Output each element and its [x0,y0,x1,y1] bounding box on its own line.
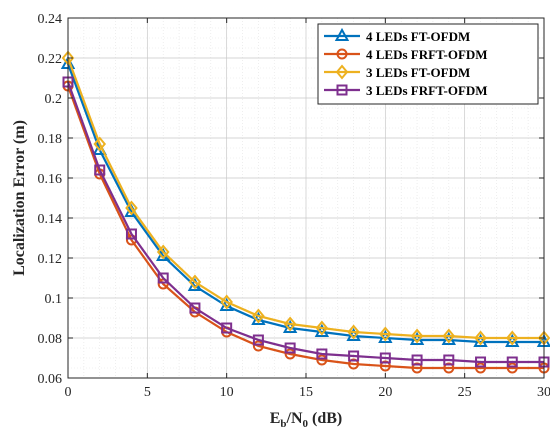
data-point [252,308,265,324]
data-point [506,356,518,368]
data-point [475,356,487,368]
series-3-leds-ft-ofdm [61,50,550,346]
x-tick-label: 10 [220,385,234,400]
legend-marker [336,84,348,96]
legend-label: 4 LEDs FT-OFDM [366,29,470,44]
data-point [125,200,138,216]
legend-marker [335,64,349,80]
series-line [66,57,544,340]
legend-item: 4 LEDs FRFT-OFDM [324,47,488,62]
y-axis: 0.06 0.08 0.1 0.12 0.14 0.16 0.18 0.2 0.22 0.24 [38,12,544,387]
data-point [348,350,360,362]
y-tick-label: 0.18 [38,132,63,147]
data-point [442,328,456,344]
data-point [506,362,518,374]
legend: 4 LEDs FT-OFDM 4 LEDs FRFT-OFDM 3 LEDs FT-… [317,23,539,105]
series-line [66,85,544,370]
y-axis-label: Localization Error (m) [11,120,28,276]
y-tick-label: 0.1 [45,292,63,307]
y-tick-label: 0.16 [38,172,63,187]
data-point [316,354,328,366]
y-tick-label: 0.06 [38,372,63,387]
x-axis-label: Eb/N0 (dB) [270,410,343,430]
legend-item: 3 LEDs FRFT-OFDM [324,83,488,98]
data-point [283,316,297,332]
data-point [316,348,328,360]
data-point [474,330,487,346]
data-point [379,352,391,364]
data-point [347,324,360,340]
data-point [221,322,233,334]
x-tick-label: 25 [458,385,472,400]
data-point [443,354,455,366]
legend-marker [336,48,348,60]
legend-label: 4 LEDs FRFT-OFDM [366,47,488,62]
data-point [188,274,202,290]
data-point [125,228,137,240]
data-point [410,328,424,344]
y-tick-label: 0.08 [38,332,63,347]
y-tick-label: 0.24 [38,12,63,27]
y-tick-label: 0.14 [38,212,63,227]
x-tick-label: 20 [378,385,392,400]
series-line [66,81,544,364]
x-tick-label: 15 [299,385,313,400]
y-tick-label: 0.2 [45,92,63,107]
data-point [284,348,296,360]
x-axis: 0 5 10 15 20 25 30 [65,18,550,400]
y-tick-label: 0.22 [38,52,63,67]
data-point [315,320,329,336]
data-point [252,340,264,352]
data-point [220,294,233,310]
x-tick-label: 5 [144,385,151,400]
data-point [411,354,423,366]
data-point [93,136,107,152]
data-point [505,330,519,346]
data-point [475,362,487,374]
legend-label: 3 LEDs FT-OFDM [366,65,470,80]
legend-item: 3 LEDs FT-OFDM [324,64,470,80]
y-tick-label: 0.12 [38,252,63,267]
data-point [189,302,201,314]
data-point [284,342,296,354]
data-point [379,326,392,342]
data-point [94,164,106,176]
data-point [157,272,169,284]
legend-label: 3 LEDs FRFT-OFDM [366,83,488,98]
x-tick-label: 30 [537,385,550,400]
data-point [252,334,264,346]
x-tick-label: 0 [65,385,72,400]
series-line [66,63,544,344]
legend-item: 4 LEDs FT-OFDM [324,27,470,44]
data-point [156,244,170,260]
legend-marker [334,27,350,41]
